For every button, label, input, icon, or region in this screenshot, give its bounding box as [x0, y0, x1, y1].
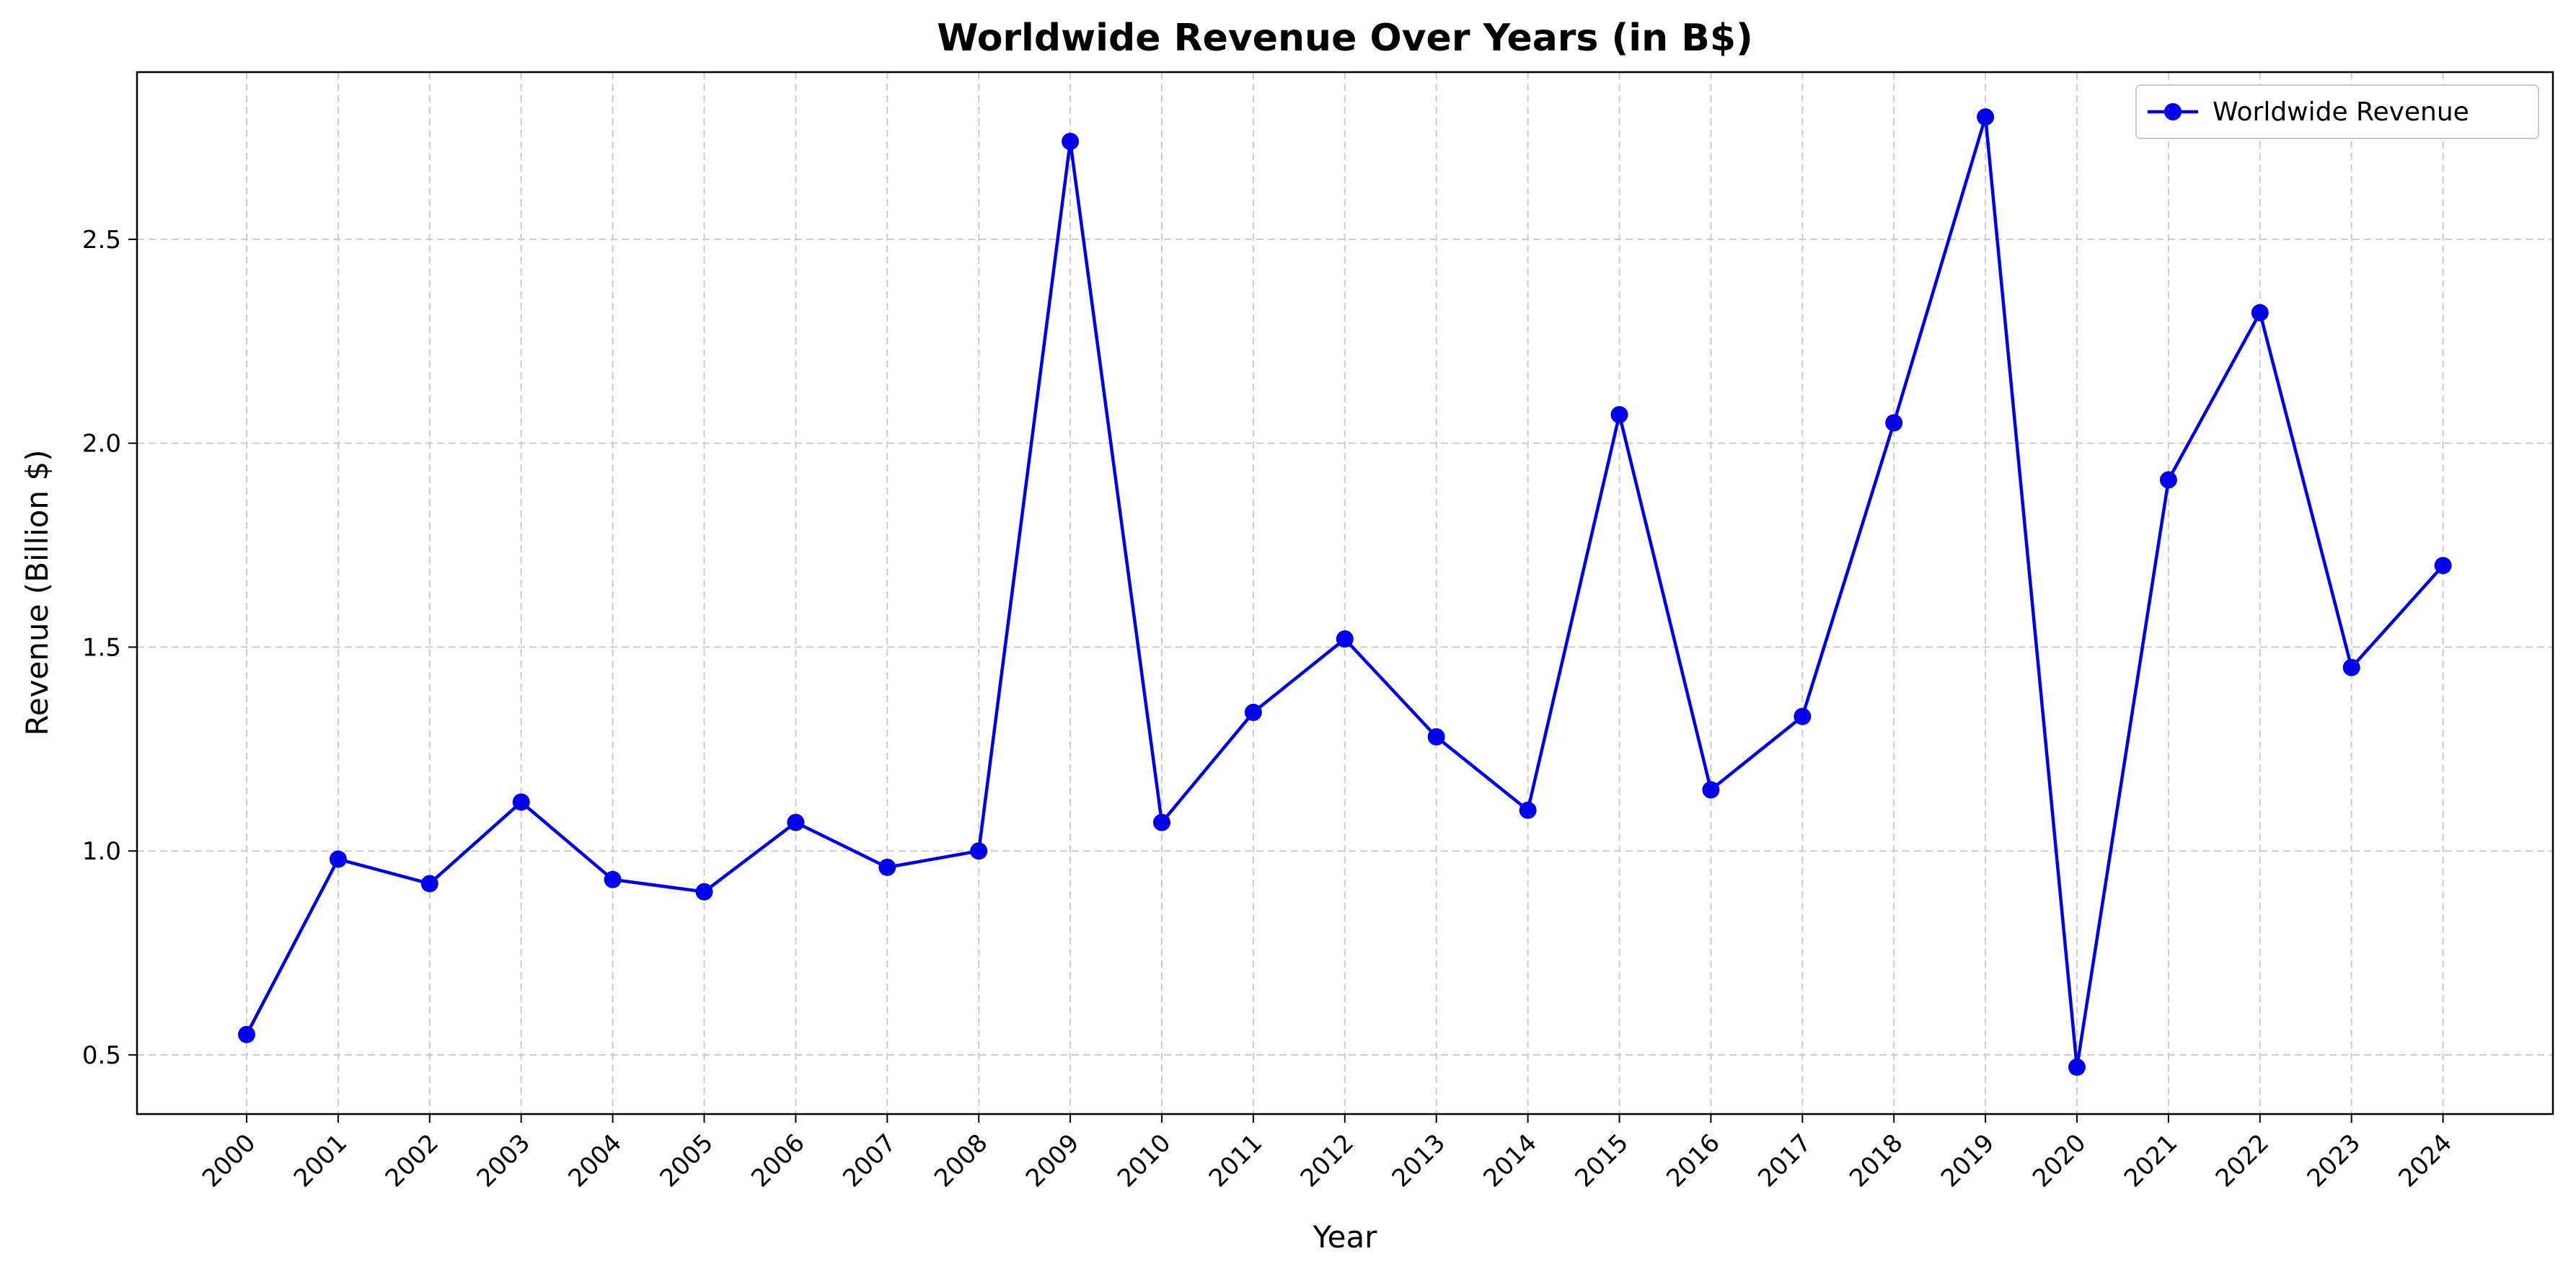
chart-title: Worldwide Revenue Over Years (in B$) [937, 17, 1753, 60]
data-point [1336, 630, 1354, 648]
data-point [1153, 813, 1170, 831]
data-point [1062, 133, 1080, 151]
data-point [970, 842, 988, 860]
plot-area [238, 108, 2452, 1076]
data-point [2251, 304, 2269, 322]
legend-marker [2164, 103, 2182, 120]
data-point [1427, 728, 1445, 746]
grid [137, 72, 2553, 1114]
data-point [2342, 658, 2360, 676]
data-point [1702, 781, 1720, 799]
y-tick-label: 1.5 [82, 633, 121, 662]
y-tick-label: 2.0 [82, 430, 121, 459]
data-point [1244, 703, 1262, 721]
legend-label: Worldwide Revenue [2213, 97, 2469, 127]
legend-box [2135, 84, 2539, 139]
data-point [604, 870, 622, 888]
data-point [1610, 406, 1628, 424]
data-point [1885, 414, 1903, 432]
x-axis-label: Year [1313, 1219, 1378, 1255]
y-tick-label: 0.5 [82, 1041, 121, 1070]
data-point [238, 1025, 255, 1043]
data-point [878, 858, 896, 876]
data-point [2159, 471, 2177, 489]
y-tick-label: 1.0 [82, 837, 121, 866]
data-point [1794, 707, 1812, 725]
y-axis-label: Revenue (Billion $) [19, 450, 55, 736]
data-point [2434, 557, 2452, 575]
data-point [512, 793, 530, 811]
y-tick-label: 2.5 [82, 226, 121, 255]
y-axis: 0.5 1.0 1.5 2.0 2.5 [82, 226, 137, 1070]
legend: Worldwide Revenue [2135, 84, 2539, 139]
data-point [1519, 801, 1537, 819]
data-point [2068, 1058, 2086, 1076]
data-point [695, 883, 713, 901]
data-point [420, 875, 438, 893]
data-point [787, 813, 805, 831]
data-point [329, 850, 347, 868]
data-point [1977, 108, 1995, 126]
